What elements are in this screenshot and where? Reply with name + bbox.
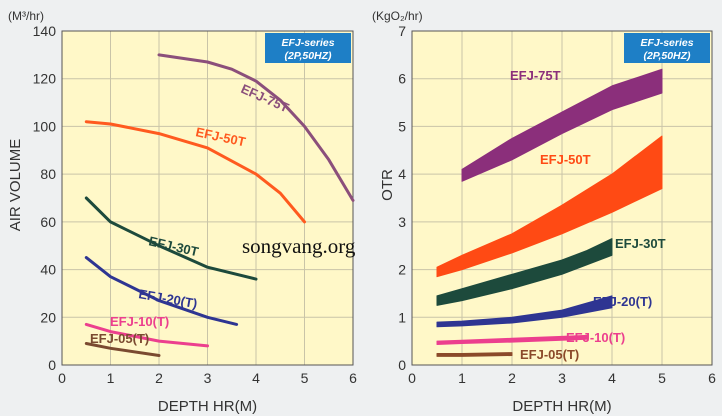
air-y-tick-label: 100 [33, 118, 57, 134]
air-y-tick-label: 40 [40, 262, 56, 278]
otr-chart: 0 1 2 3 4 5 6 0 1 2 3 4 5 6 7 DEPTH HR(M) OTR (KgO₂/hr) EF… [372, 9, 716, 415]
series-label-efj-05-t: EFJ-05(T) [520, 347, 579, 362]
otr-badge-line2: (2P,50HZ) [643, 50, 691, 62]
air-badge-line2: (2P,50HZ) [284, 50, 332, 62]
otr-x-tick-label: 2 [508, 370, 516, 386]
series-line-efj-50t [84, 120, 306, 224]
otr-y-axis-label: OTR [379, 169, 396, 201]
otr-x-tick-label: 1 [458, 370, 466, 386]
otr-y-tick-label: 4 [398, 166, 406, 182]
series-band-efj-05-t [436, 352, 513, 357]
series-label-efj-05-t: EFJ-05(T) [90, 331, 149, 346]
air-y-tick-label: 20 [40, 309, 56, 325]
air-y-tick-label: 80 [40, 166, 56, 182]
otr-x-tick-label: 4 [608, 370, 616, 386]
series-band-efj-30t [436, 238, 613, 306]
air-x-axis-label: DEPTH HR(M) [158, 398, 257, 415]
series-band-efj-20-t [436, 295, 613, 328]
series-line-efj-30t [84, 196, 258, 281]
air-x-tick-label: 5 [301, 370, 309, 386]
air-x-tick-label: 2 [155, 370, 163, 386]
air-y-axis-label: AIR VOLUME [7, 139, 24, 232]
air-y-tick-label: 120 [33, 71, 57, 87]
otr-plot-frame [411, 30, 713, 366]
otr-y-tick-label: 7 [398, 23, 406, 39]
series-label-efj-10-t: EFJ-10(T) [566, 330, 625, 345]
series-label-efj-10-t: EFJ-10(T) [110, 314, 169, 329]
air-unit-label: (M³/hr) [8, 9, 44, 23]
series-line-efj-20-t [84, 256, 239, 326]
air-x-tick-label: 3 [204, 370, 212, 386]
series-label-efj-50t: EFJ-50T [540, 152, 591, 167]
otr-y-tick-label: 1 [398, 309, 406, 325]
otr-x-tick-label: 5 [658, 370, 666, 386]
watermark-text: songvang.org [242, 234, 356, 258]
otr-x-axis-label: DEPTH HR(M) [512, 398, 611, 415]
air-x-tick-label: 0 [58, 370, 66, 386]
series-label-efj-30t: EFJ-30T [615, 236, 666, 251]
air-x-tick-label: 1 [107, 370, 115, 386]
series-line-efj-75t [157, 53, 355, 202]
otr-y-tick-label: 5 [398, 118, 406, 134]
series-band-efj-50t [436, 135, 663, 278]
air-y-tick-label: 140 [33, 23, 57, 39]
otr-y-tick-label: 3 [398, 214, 406, 230]
otr-x-tick-label: 6 [708, 370, 716, 386]
series-line-efj-05-t [84, 342, 161, 357]
air-badge-line1: EFJ-series [281, 37, 334, 49]
air-x-tick-label: 4 [252, 370, 260, 386]
otr-x-tick-label: 3 [558, 370, 566, 386]
otr-y-tick-label: 2 [398, 262, 406, 278]
otr-x-tick-label: 0 [408, 370, 416, 386]
series-band-efj-75t [461, 68, 663, 182]
otr-y-tick-label: 0 [398, 357, 406, 373]
series-band-efj-10-t [436, 334, 588, 345]
series-label-efj-20-t: EFJ-20(T) [593, 294, 652, 309]
series-label-efj-75t: EFJ-75T [510, 68, 561, 83]
series-line-efj-10-t [84, 322, 209, 348]
air-y-tick-label: 60 [40, 214, 56, 230]
otr-badge-line1: EFJ-series [640, 37, 693, 49]
otr-series-badge [624, 33, 710, 63]
air-y-tick-label: 0 [48, 357, 56, 373]
air-x-tick-label: 6 [349, 370, 357, 386]
otr-y-tick-label: 6 [398, 71, 406, 87]
air-series-badge [265, 33, 351, 63]
otr-unit-label: (KgO₂/hr) [372, 9, 423, 23]
